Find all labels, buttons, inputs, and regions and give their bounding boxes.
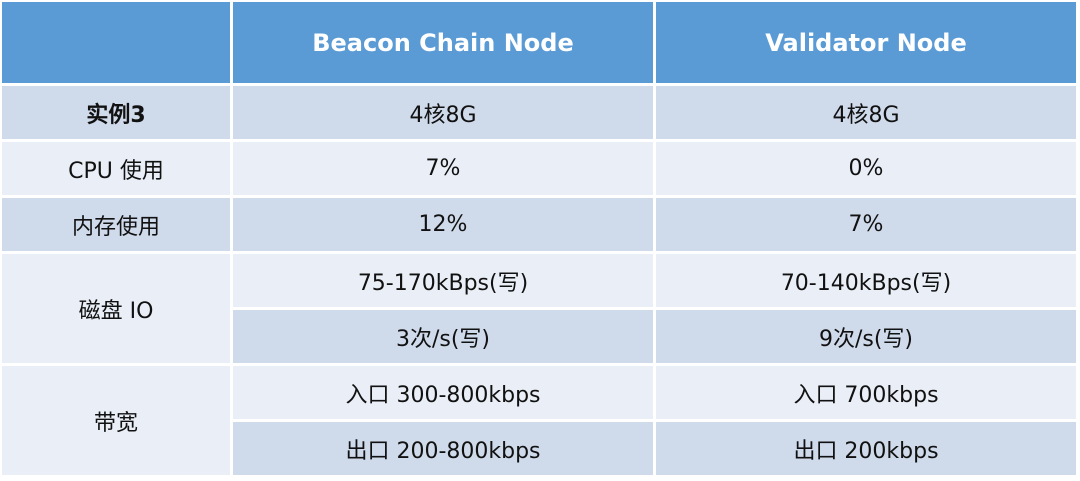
table-row: 磁盘 IO 75-170kBps(写) 70-140kBps(写): [2, 254, 1076, 363]
header-cell: Beacon Chain Node: [233, 2, 653, 83]
table-row: 内存使用 12% 7%: [2, 198, 1076, 251]
cell: 4核8G: [233, 86, 653, 139]
cell: 7%: [233, 142, 653, 195]
header-row: Beacon Chain Node Validator Node: [2, 2, 1076, 83]
row-label: 磁盘 IO: [2, 254, 230, 363]
cell: 9次/s(写): [656, 310, 1076, 363]
cell: 0%: [656, 142, 1076, 195]
header-cell: Validator Node: [656, 2, 1076, 83]
row-label: 实例3: [2, 86, 230, 139]
table-row: 3次/s(写) 9次/s(写): [2, 310, 1076, 363]
cell: 70-140kBps(写): [656, 254, 1076, 307]
table-row: CPU 使用 7% 0%: [2, 142, 1076, 195]
cell: 12%: [233, 198, 653, 251]
table-body: 实例3 4核8G 4核8G CPU 使用 7% 0% 内存使用 12% 7% 磁盘 IO 75-17…: [2, 86, 1076, 475]
cell: 75-170kBps(写): [233, 254, 653, 307]
cell: 入口 300-800kbps: [233, 366, 653, 419]
table-row: 出口 200-800kbps 出口 200kbps: [2, 422, 1076, 475]
table-row: 实例3 4核8G 4核8G: [2, 86, 1076, 139]
cell: 出口 200-800kbps: [233, 422, 653, 475]
cell: 7%: [656, 198, 1076, 251]
header-blank: [2, 2, 230, 83]
row-label: 内存使用: [2, 198, 230, 251]
row-label: 带宽: [2, 366, 230, 475]
cell: 出口 200kbps: [656, 422, 1076, 475]
table-row: 带宽 入口 300-800kbps 入口 700kbps: [2, 366, 1076, 475]
cell: 入口 700kbps: [656, 366, 1076, 419]
row-label: CPU 使用: [2, 142, 230, 195]
cell: 3次/s(写): [233, 310, 653, 363]
cell: 4核8G: [656, 86, 1076, 139]
